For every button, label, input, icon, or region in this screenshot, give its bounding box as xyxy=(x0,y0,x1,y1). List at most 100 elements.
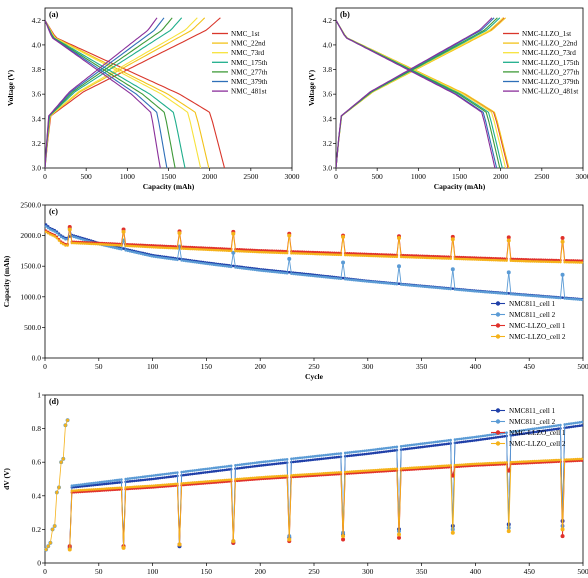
data-point xyxy=(567,458,571,461)
data-point xyxy=(204,467,207,471)
x-tick-label: 0 xyxy=(43,567,47,576)
data-point xyxy=(167,483,171,486)
data-point xyxy=(113,481,117,485)
series-segment xyxy=(506,462,510,532)
charge-curve-NMC_277th xyxy=(45,17,173,168)
data-point xyxy=(518,432,521,436)
y-axis-label: Voltage (V) xyxy=(6,69,15,106)
data-point xyxy=(505,259,508,262)
series-segment xyxy=(45,545,49,550)
data-point xyxy=(399,467,403,470)
data-point xyxy=(148,254,151,257)
data-point xyxy=(165,472,168,476)
data-point xyxy=(324,471,328,475)
data-point xyxy=(89,482,93,485)
data-point xyxy=(475,435,478,439)
series-segment xyxy=(69,229,73,244)
data-point xyxy=(216,469,220,473)
data-point xyxy=(126,485,130,489)
data-point xyxy=(283,458,287,461)
chart-panel-0: 0 500 1000 1500 2000 2500 3000 3.0 3.2 3.4 3.6 3.8 4… xyxy=(6,7,300,191)
legend-label: NMC-LLZO_175th xyxy=(522,59,580,67)
data-point xyxy=(206,470,209,474)
legend-label: NMC-LLZO_cell 1 xyxy=(509,322,566,330)
data-point xyxy=(348,470,351,474)
series-segment xyxy=(506,272,510,294)
data-point xyxy=(74,489,78,492)
data-point xyxy=(70,241,74,245)
charge-curve-NMC-LLZO_22nd xyxy=(336,17,506,168)
data-point xyxy=(412,443,416,446)
data-point xyxy=(111,246,115,249)
x-tick-label: 0 xyxy=(43,172,47,181)
data-point xyxy=(294,473,298,477)
data-point xyxy=(70,484,74,488)
data-point xyxy=(457,441,461,444)
series-NMC-LLZO_cell 2 xyxy=(67,457,584,552)
data-point xyxy=(74,483,78,487)
data-point xyxy=(111,243,115,247)
x-tick-label: 1500 xyxy=(452,172,467,181)
data-point xyxy=(191,472,194,476)
x-tick-label: 450 xyxy=(524,362,536,371)
data-point xyxy=(513,430,517,433)
charge-curve-NMC-LLZO_175th xyxy=(336,17,501,168)
data-point xyxy=(576,457,579,461)
series-segment xyxy=(60,458,64,463)
charge-curve-NMC_22nd xyxy=(45,17,206,168)
data-point xyxy=(96,487,100,491)
data-point xyxy=(429,441,433,444)
data-point xyxy=(358,449,362,453)
data-point xyxy=(535,430,539,434)
data-point xyxy=(137,485,140,488)
legend-label: NMC811_cell 2 xyxy=(509,311,556,319)
data-point xyxy=(225,468,229,472)
data-point xyxy=(417,442,420,446)
data-point xyxy=(77,485,80,489)
data-point xyxy=(266,463,270,467)
data-point xyxy=(223,468,226,472)
data-point xyxy=(572,421,575,425)
x-tick-label: 400 xyxy=(470,362,482,371)
series-segment xyxy=(396,468,400,535)
series-segment xyxy=(123,487,127,548)
data-point xyxy=(270,459,274,463)
data-point xyxy=(85,482,89,486)
data-point xyxy=(358,469,362,473)
data-point xyxy=(296,460,300,463)
data-point xyxy=(554,458,558,462)
data-point xyxy=(154,484,158,487)
data-point xyxy=(111,481,115,485)
data-point xyxy=(126,477,130,481)
data-point xyxy=(337,471,341,474)
y-tick-label: 0.0 xyxy=(32,354,42,363)
y-tick-label: 1500.0 xyxy=(20,262,41,271)
discharge-curve-NMC_481st xyxy=(45,20,161,168)
data-point xyxy=(201,480,205,484)
data-point xyxy=(574,421,577,425)
data-point xyxy=(563,458,567,461)
data-point xyxy=(539,429,543,433)
data-point xyxy=(429,444,433,448)
data-point xyxy=(150,484,153,488)
data-point xyxy=(96,483,100,487)
charge-curve-NMC_175th xyxy=(45,17,183,168)
data-point xyxy=(85,484,89,488)
data-point xyxy=(524,460,528,463)
legend-label: NMC-LLZO_22nd xyxy=(522,40,578,48)
data-point xyxy=(184,473,188,477)
data-point xyxy=(296,473,300,477)
data-point xyxy=(567,425,571,429)
data-point xyxy=(98,480,102,484)
data-point xyxy=(227,478,231,482)
y-tick-label: 3.2 xyxy=(32,139,42,148)
x-tick-label: 350 xyxy=(416,567,428,576)
series-segment xyxy=(232,252,236,268)
data-point xyxy=(419,445,422,449)
y-tick-label: 3.8 xyxy=(32,65,42,74)
x-tick-label: 100 xyxy=(147,362,159,371)
data-point xyxy=(111,486,115,490)
y-tick-label: 3.0 xyxy=(323,164,333,173)
data-point xyxy=(337,452,341,455)
y-tick-label: 3.4 xyxy=(323,114,333,123)
